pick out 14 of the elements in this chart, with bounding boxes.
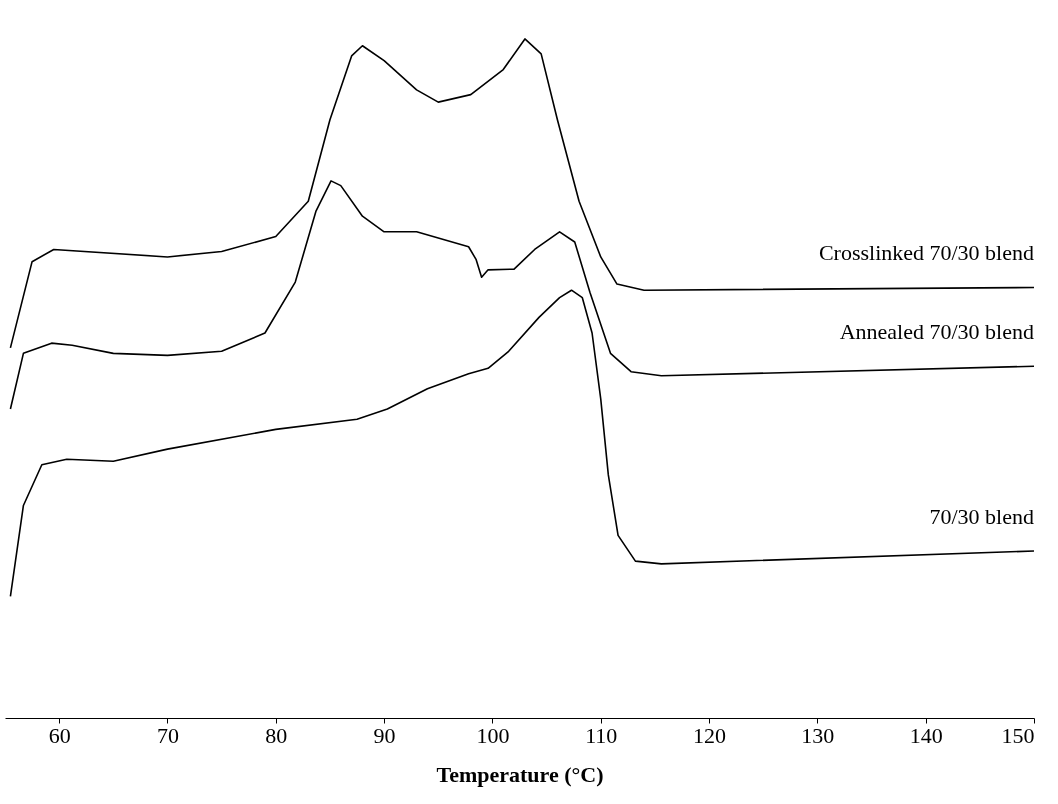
x-axis-title: Temperature (°C) [436,761,604,787]
series-label: Annealed 70/30 blend [839,319,1034,345]
x-tick-label: 120 [693,722,727,748]
x-tick-label: 110 [585,722,618,748]
x-tick-label: 130 [801,722,835,748]
x-tick-label: 100 [476,722,510,748]
x-tick-label: 150 [1001,722,1035,748]
x-tick-label: 60 [48,722,71,748]
x-tick-label: 90 [373,722,396,748]
series-label: Crosslinked 70/30 blend [818,240,1034,266]
x-tick-label: 70 [156,722,179,748]
x-tick-label: 140 [909,722,943,748]
series-label: 70/30 blend [929,503,1034,529]
x-tick-label: 80 [265,722,288,748]
